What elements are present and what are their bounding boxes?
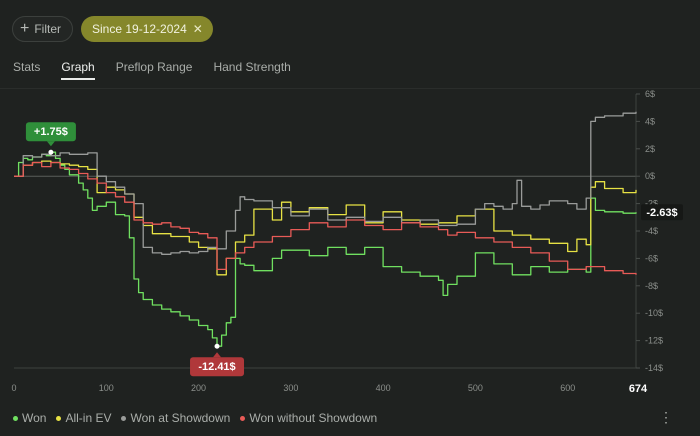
chart-legend: Won All-in EV Won at Showdown Won withou… (13, 411, 377, 425)
close-icon[interactable]: ✕ (192, 22, 203, 36)
min-point-marker (214, 343, 220, 349)
min-callout-badge (190, 357, 245, 377)
allin-ev-line (14, 160, 637, 276)
max-callout-pointer (46, 141, 55, 147)
filter-button[interactable]: + Filter (12, 16, 74, 42)
won-without-showdown-line (14, 161, 637, 275)
y-tick-label: 0$ (645, 171, 655, 181)
toolbar: + Filter Since 19-12-2024 ✕ (12, 16, 213, 42)
noshowdown-dot-icon (240, 415, 246, 421)
tab-preflop-range[interactable]: Preflop Range (115, 60, 193, 74)
y-tick-label: -8$ (645, 281, 658, 291)
y-tick-label: -6$ (645, 253, 658, 263)
final-value-badge (641, 204, 683, 221)
tab-bar: Stats Graph Preflop Range Hand Strength (13, 60, 291, 80)
legend-won-at-showdown[interactable]: Won at Showdown (121, 411, 230, 425)
won-at-showdown-line (14, 111, 637, 255)
x-tick-label: 0 (11, 383, 16, 393)
y-tick-label: -4$ (645, 226, 658, 236)
allin-dot-icon (56, 415, 62, 421)
won-dot-icon (13, 415, 18, 421)
x-last-label: 674 (629, 383, 648, 395)
date-filter-chip[interactable]: Since 19-12-2024 ✕ (81, 16, 213, 42)
x-tick-label: 600 (560, 383, 575, 393)
x-tick-label: 100 (99, 383, 114, 393)
legend-won[interactable]: Won (13, 411, 46, 425)
y-tick-label: 2$ (645, 144, 655, 154)
min-callout-pointer (213, 352, 222, 358)
y-tick-label: -10$ (645, 308, 663, 318)
min-callout-label: -12.41$ (198, 361, 235, 373)
legend-won-without-showdown[interactable]: Won without Showdown (240, 411, 377, 425)
legend-noshowdown-label: Won without Showdown (249, 411, 378, 425)
date-filter-label: Since 19-12-2024 (92, 22, 187, 36)
max-callout-label: +1.75$ (34, 126, 68, 138)
legend-showdown-label: Won at Showdown (130, 411, 231, 425)
tab-divider (0, 88, 700, 89)
x-tick-label: 500 (468, 383, 483, 393)
y-tick-label: 6$ (645, 89, 655, 99)
y-tick-label: -2$ (645, 199, 658, 209)
y-tick-label: 4$ (645, 116, 655, 126)
legend-allin-ev[interactable]: All-in EV (56, 411, 111, 425)
x-tick-label: 200 (191, 383, 206, 393)
tab-stats[interactable]: Stats (13, 60, 41, 74)
max-point-marker (48, 149, 54, 155)
final-value-label: -2.63$ (646, 207, 677, 219)
legend-allin-label: All-in EV (65, 411, 112, 425)
max-callout-badge (25, 122, 76, 142)
y-tick-label: -14$ (645, 363, 663, 373)
tab-hand-strength[interactable]: Hand Strength (213, 60, 291, 74)
showdown-dot-icon (121, 415, 127, 421)
legend-won-label: Won (22, 411, 47, 425)
x-tick-label: 300 (283, 383, 298, 393)
filter-button-label: Filter (34, 22, 62, 36)
more-options-icon[interactable]: ⋮ (659, 409, 673, 425)
y-tick-label: -12$ (645, 336, 663, 346)
x-tick-label: 400 (376, 383, 391, 393)
tab-graph[interactable]: Graph (61, 60, 96, 80)
plus-icon: + (20, 20, 30, 37)
